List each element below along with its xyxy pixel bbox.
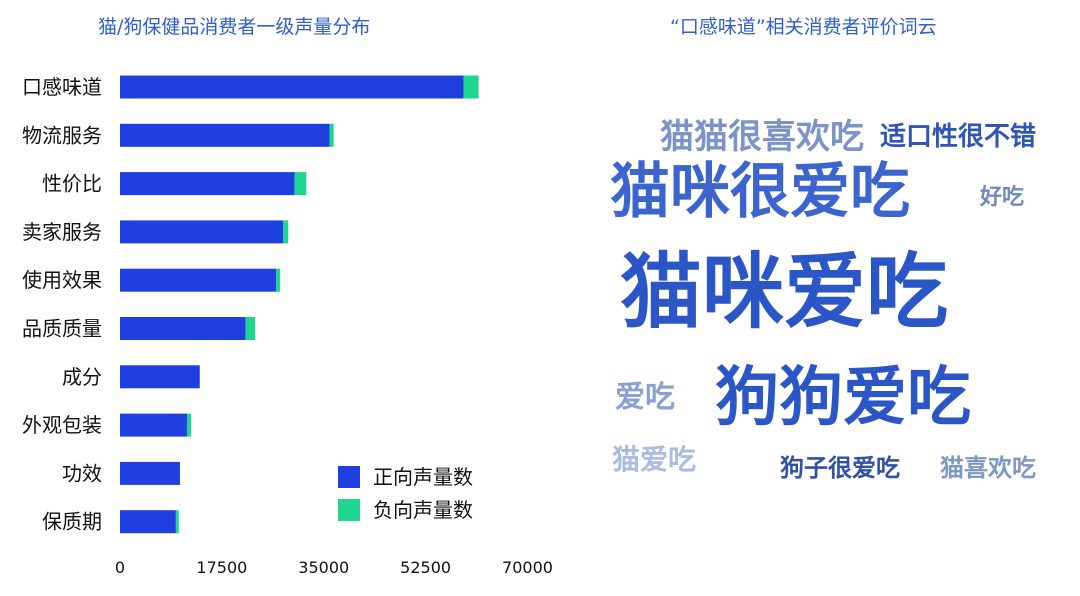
category-label: 性价比 xyxy=(42,172,102,196)
legend-swatch xyxy=(338,499,360,521)
positive-bar xyxy=(120,365,200,389)
positive-bar xyxy=(120,172,295,196)
category-label: 卖家服务 xyxy=(22,220,102,244)
positive-bar xyxy=(120,317,246,340)
positive-bar xyxy=(120,413,187,437)
category-label: 外观包装 xyxy=(22,413,102,437)
category-label: 物流服务 xyxy=(22,123,102,147)
word-cloud-term: 狗子很爱吃 xyxy=(780,454,900,482)
word-cloud-term: 猫咪很爱吃 xyxy=(610,157,910,227)
positive-bar xyxy=(120,510,176,534)
category-label: 保质期 xyxy=(42,510,102,534)
negative-bar xyxy=(276,268,281,292)
word-cloud-title: “口感味道”相关消费者评价词云 xyxy=(670,16,937,38)
word-cloud-term: 猫猫很喜欢吃 xyxy=(660,117,864,157)
negative-bar xyxy=(186,413,192,437)
legend-swatch xyxy=(338,466,360,488)
positive-bar xyxy=(120,268,277,292)
word-cloud-term: 好吃 xyxy=(980,185,1025,210)
word-cloud-term: 猫爱吃 xyxy=(612,443,697,476)
category-label: 成分 xyxy=(62,365,102,389)
positive-bar xyxy=(120,220,283,244)
word-cloud-term: 猫咪爱吃 xyxy=(620,245,949,340)
word-cloud-term: 猫喜欢吃 xyxy=(940,454,1036,482)
positive-bar xyxy=(120,75,464,99)
negative-bar xyxy=(245,317,256,340)
x-tick-label: 35000 xyxy=(298,558,349,577)
x-tick-label: 17500 xyxy=(196,558,247,577)
x-tick-label: 52500 xyxy=(400,558,451,577)
positive-bar xyxy=(120,461,180,485)
negative-bar xyxy=(283,220,289,244)
positive-bar xyxy=(120,123,330,147)
category-label: 口感味道 xyxy=(22,75,102,99)
bar-chart-title: 猫/狗保健品消费者一级声量分布 xyxy=(98,16,371,38)
word-cloud-term: 狗狗爱吃 xyxy=(715,361,971,435)
negative-bar xyxy=(294,172,307,196)
legend-label: 正向声量数 xyxy=(373,465,473,489)
category-label: 品质质量 xyxy=(22,317,102,341)
x-tick-label: 70000 xyxy=(502,558,553,577)
negative-bar xyxy=(463,75,479,99)
negative-bar xyxy=(329,123,334,147)
category-label: 使用效果 xyxy=(22,268,102,292)
word-cloud-term: 爱吃 xyxy=(615,380,675,415)
category-label: 功效 xyxy=(62,461,102,485)
word-cloud-term: 适口性很不错 xyxy=(880,122,1037,152)
legend-label: 负向声量数 xyxy=(373,498,473,522)
negative-bar xyxy=(175,510,179,534)
x-tick-label: 0 xyxy=(115,558,125,577)
